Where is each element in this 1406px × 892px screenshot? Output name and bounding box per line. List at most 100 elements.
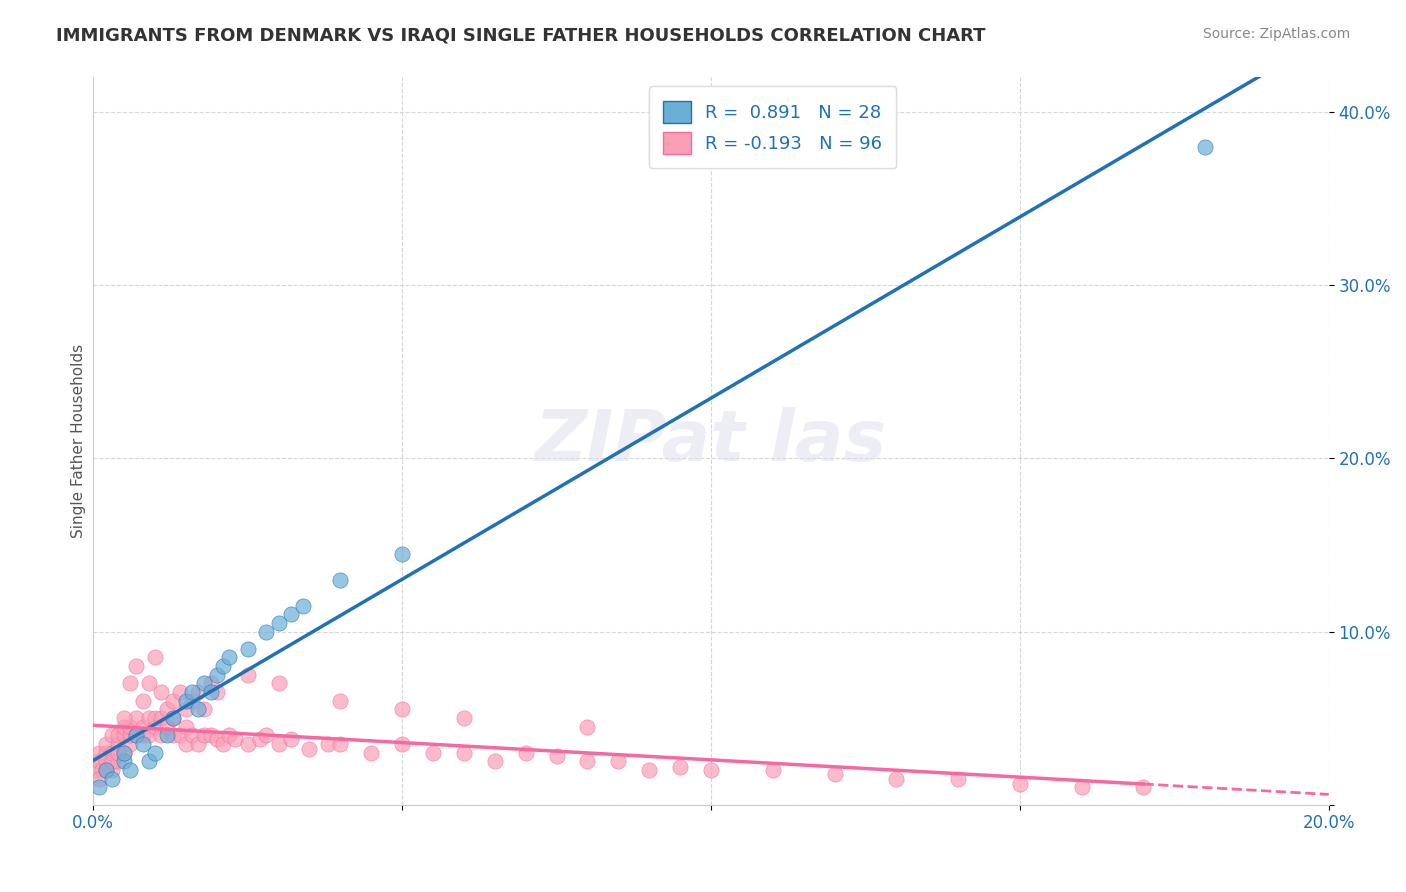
Point	[422, 746, 444, 760]
Point	[143, 746, 166, 760]
Point	[316, 737, 339, 751]
Point	[329, 737, 352, 751]
Point	[205, 668, 228, 682]
Text: IMMIGRANTS FROM DENMARK VS IRAQI SINGLE FATHER HOUSEHOLDS CORRELATION CHART: IMMIGRANTS FROM DENMARK VS IRAQI SINGLE …	[56, 27, 986, 45]
Point	[193, 702, 215, 716]
Point	[669, 759, 692, 773]
Point	[576, 755, 599, 769]
Point	[1008, 777, 1031, 791]
Point	[112, 755, 135, 769]
Point	[100, 728, 122, 742]
Point	[205, 731, 228, 746]
Point	[1070, 780, 1092, 795]
Point	[94, 763, 117, 777]
Point	[89, 780, 111, 795]
Point	[576, 720, 599, 734]
Point	[125, 659, 148, 673]
Point	[292, 599, 315, 613]
Point	[218, 650, 240, 665]
Point	[138, 728, 160, 742]
Point	[280, 607, 302, 622]
Point	[112, 746, 135, 760]
Point	[187, 702, 209, 716]
Point	[1132, 780, 1154, 795]
Point	[94, 746, 117, 760]
Point	[112, 720, 135, 734]
Point	[212, 659, 235, 673]
Point	[391, 702, 413, 716]
Point	[138, 755, 160, 769]
Point	[224, 731, 246, 746]
Point	[205, 685, 228, 699]
Point	[131, 728, 153, 742]
Point	[100, 746, 122, 760]
Text: Source: ZipAtlas.com: Source: ZipAtlas.com	[1202, 27, 1350, 41]
Point	[360, 746, 382, 760]
Point	[94, 737, 117, 751]
Legend: R =  0.891   N = 28, R = -0.193   N = 96: R = 0.891 N = 28, R = -0.193 N = 96	[650, 87, 897, 169]
Point	[700, 763, 723, 777]
Point	[607, 755, 630, 769]
Point	[112, 746, 135, 760]
Point	[107, 737, 129, 751]
Point	[329, 694, 352, 708]
Point	[174, 720, 197, 734]
Point	[131, 694, 153, 708]
Point	[84, 763, 107, 777]
Point	[174, 694, 197, 708]
Point	[267, 676, 290, 690]
Point	[329, 573, 352, 587]
Point	[162, 711, 184, 725]
Point	[267, 615, 290, 630]
Point	[91, 763, 114, 777]
Point	[94, 755, 117, 769]
Y-axis label: Single Father Households: Single Father Households	[72, 344, 86, 538]
Point	[112, 728, 135, 742]
Point	[162, 711, 184, 725]
Point	[200, 728, 222, 742]
Point	[174, 737, 197, 751]
Point	[267, 737, 290, 751]
Point	[131, 720, 153, 734]
Point	[187, 685, 209, 699]
Point	[150, 728, 173, 742]
Point	[236, 668, 259, 682]
Point	[125, 711, 148, 725]
Point	[212, 737, 235, 751]
Point	[156, 702, 179, 716]
Point	[143, 711, 166, 725]
Text: ZIPat las: ZIPat las	[534, 407, 887, 475]
Point	[200, 676, 222, 690]
Point	[120, 676, 142, 690]
Point	[946, 772, 969, 786]
Point	[453, 711, 475, 725]
Point	[193, 728, 215, 742]
Point	[762, 763, 785, 777]
Point	[94, 763, 117, 777]
Point	[280, 731, 302, 746]
Point	[200, 685, 222, 699]
Point	[162, 728, 184, 742]
Point	[884, 772, 907, 786]
Point	[112, 711, 135, 725]
Point	[125, 728, 148, 742]
Point	[824, 766, 846, 780]
Point	[120, 763, 142, 777]
Point	[162, 694, 184, 708]
Point	[181, 694, 204, 708]
Point	[254, 728, 277, 742]
Point	[138, 676, 160, 690]
Point	[515, 746, 537, 760]
Point	[156, 728, 179, 742]
Point	[89, 746, 111, 760]
Point	[484, 755, 506, 769]
Point	[1194, 139, 1216, 153]
Point	[143, 650, 166, 665]
Point	[143, 720, 166, 734]
Point	[120, 728, 142, 742]
Point	[150, 685, 173, 699]
Point	[181, 728, 204, 742]
Point	[193, 676, 215, 690]
Point	[546, 749, 568, 764]
Point	[391, 547, 413, 561]
